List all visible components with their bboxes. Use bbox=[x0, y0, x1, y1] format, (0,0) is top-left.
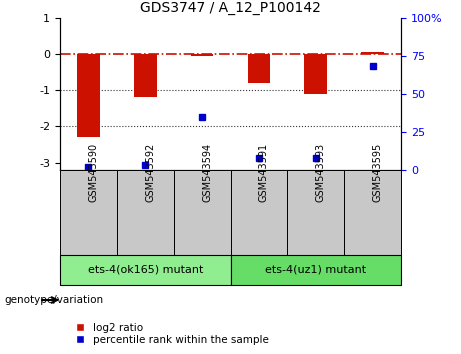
Bar bbox=[117, 170, 174, 255]
Text: GSM543592: GSM543592 bbox=[145, 143, 155, 202]
Bar bbox=[230, 255, 401, 285]
Text: ets-4(ok165) mutant: ets-4(ok165) mutant bbox=[88, 265, 203, 275]
Bar bbox=[134, 54, 157, 97]
Bar bbox=[60, 170, 117, 255]
Bar bbox=[60, 255, 230, 285]
Bar bbox=[304, 54, 327, 94]
Text: ets-4(uz1) mutant: ets-4(uz1) mutant bbox=[265, 265, 366, 275]
Bar bbox=[77, 54, 100, 137]
Text: GSM543594: GSM543594 bbox=[202, 143, 212, 202]
Bar bbox=[174, 170, 230, 255]
Text: GSM543593: GSM543593 bbox=[316, 143, 326, 202]
Bar bbox=[287, 170, 344, 255]
Text: GSM543590: GSM543590 bbox=[89, 143, 98, 202]
Bar bbox=[248, 54, 270, 83]
Text: GSM543595: GSM543595 bbox=[372, 143, 383, 202]
Legend: log2 ratio, percentile rank within the sample: log2 ratio, percentile rank within the s… bbox=[65, 318, 273, 349]
Text: GSM543591: GSM543591 bbox=[259, 143, 269, 202]
Bar bbox=[230, 170, 287, 255]
Text: genotype/variation: genotype/variation bbox=[5, 295, 104, 305]
Bar bbox=[191, 54, 213, 56]
Bar bbox=[361, 52, 384, 54]
Bar bbox=[344, 170, 401, 255]
Title: GDS3747 / A_12_P100142: GDS3747 / A_12_P100142 bbox=[140, 1, 321, 15]
